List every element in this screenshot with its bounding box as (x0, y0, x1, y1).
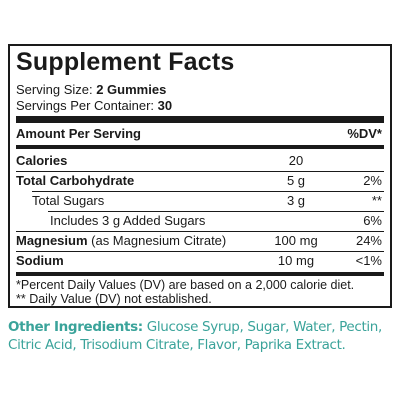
nutrient-label: Total Sugars (32, 193, 105, 208)
nutrient-label: Sodium (16, 253, 64, 268)
servings-per-container: Servings Per Container: 30 (16, 98, 172, 114)
serving-size: Serving Size: 2 Gummies (16, 82, 166, 98)
serving-size-label: Serving Size: (16, 82, 93, 97)
amount-per-serving-label: Amount Per Serving (16, 126, 141, 141)
nutrient-label: Includes 3 g Added Sugars (50, 213, 206, 228)
servings-per-container-value: 30 (157, 98, 173, 113)
divider-thin-indent (48, 211, 384, 212)
nutrient-amount: 5 g (286, 173, 306, 188)
nutrient-dv: 2% (363, 173, 382, 188)
nutrient-row-magnesium: Magnesium (as Magnesium Citrate) 100 mg … (16, 232, 384, 250)
nutrient-dv: 6% (363, 213, 382, 228)
nutrient-amount: 3 g (286, 193, 306, 208)
other-ingredients-text: Glucose Syrup, Sugar, Water, Pectin, Cit… (8, 319, 382, 353)
nutrient-dv: 24% (355, 233, 382, 248)
servings-per-container-label: Servings Per Container: (16, 98, 155, 113)
serving-size-value: 2 Gummies (96, 82, 167, 97)
panel-title: Supplement Facts (16, 48, 235, 76)
amount-header-row: Amount Per Serving %DV* (16, 125, 384, 143)
nutrient-row-sodium: Sodium 10 mg <1% (16, 252, 384, 270)
supplement-facts-panel: Supplement Facts Serving Size: 2 Gummies… (8, 44, 392, 308)
nutrient-row-calories: Calories 20 (16, 152, 384, 170)
nutrient-amount: 100 mg (274, 233, 318, 248)
nutrient-dv: <1% (355, 253, 382, 268)
other-ingredients-label: Other Ingredients: (8, 319, 143, 335)
divider-thin (16, 231, 384, 232)
nutrient-label: Magnesium (16, 233, 88, 248)
dv-header-label: %DV* (347, 126, 382, 141)
nutrient-label-detail: (as Magnesium Citrate) (91, 233, 227, 248)
nutrient-label: Total Carbohydrate (16, 173, 135, 188)
other-ingredients: Other Ingredients: Glucose Syrup, Sugar,… (8, 318, 396, 354)
nutrient-amount: 10 mg (277, 253, 315, 268)
nutrient-row-total-carbohydrate: Total Carbohydrate 5 g 2% (16, 172, 384, 190)
divider-medium (16, 272, 384, 276)
nutrient-label-group: Magnesium (as Magnesium Citrate) (16, 232, 226, 250)
footnote-dv: *Percent Daily Values (DV) are based on … (16, 278, 355, 292)
nutrient-row-total-sugars: Total Sugars 3 g ** (16, 192, 384, 210)
nutrient-label: Calories (16, 153, 68, 168)
nutrient-dv: ** (371, 193, 382, 208)
divider-medium (16, 145, 384, 149)
divider-thin-indent (32, 191, 384, 192)
footnote-not-established: ** Daily Value (DV) not established. (16, 292, 212, 306)
divider-thin (16, 251, 384, 252)
divider-thin (16, 171, 384, 172)
divider-thick (16, 116, 384, 123)
nutrient-row-added-sugars: Includes 3 g Added Sugars 6% (16, 212, 384, 230)
nutrient-amount: 20 (288, 153, 304, 168)
